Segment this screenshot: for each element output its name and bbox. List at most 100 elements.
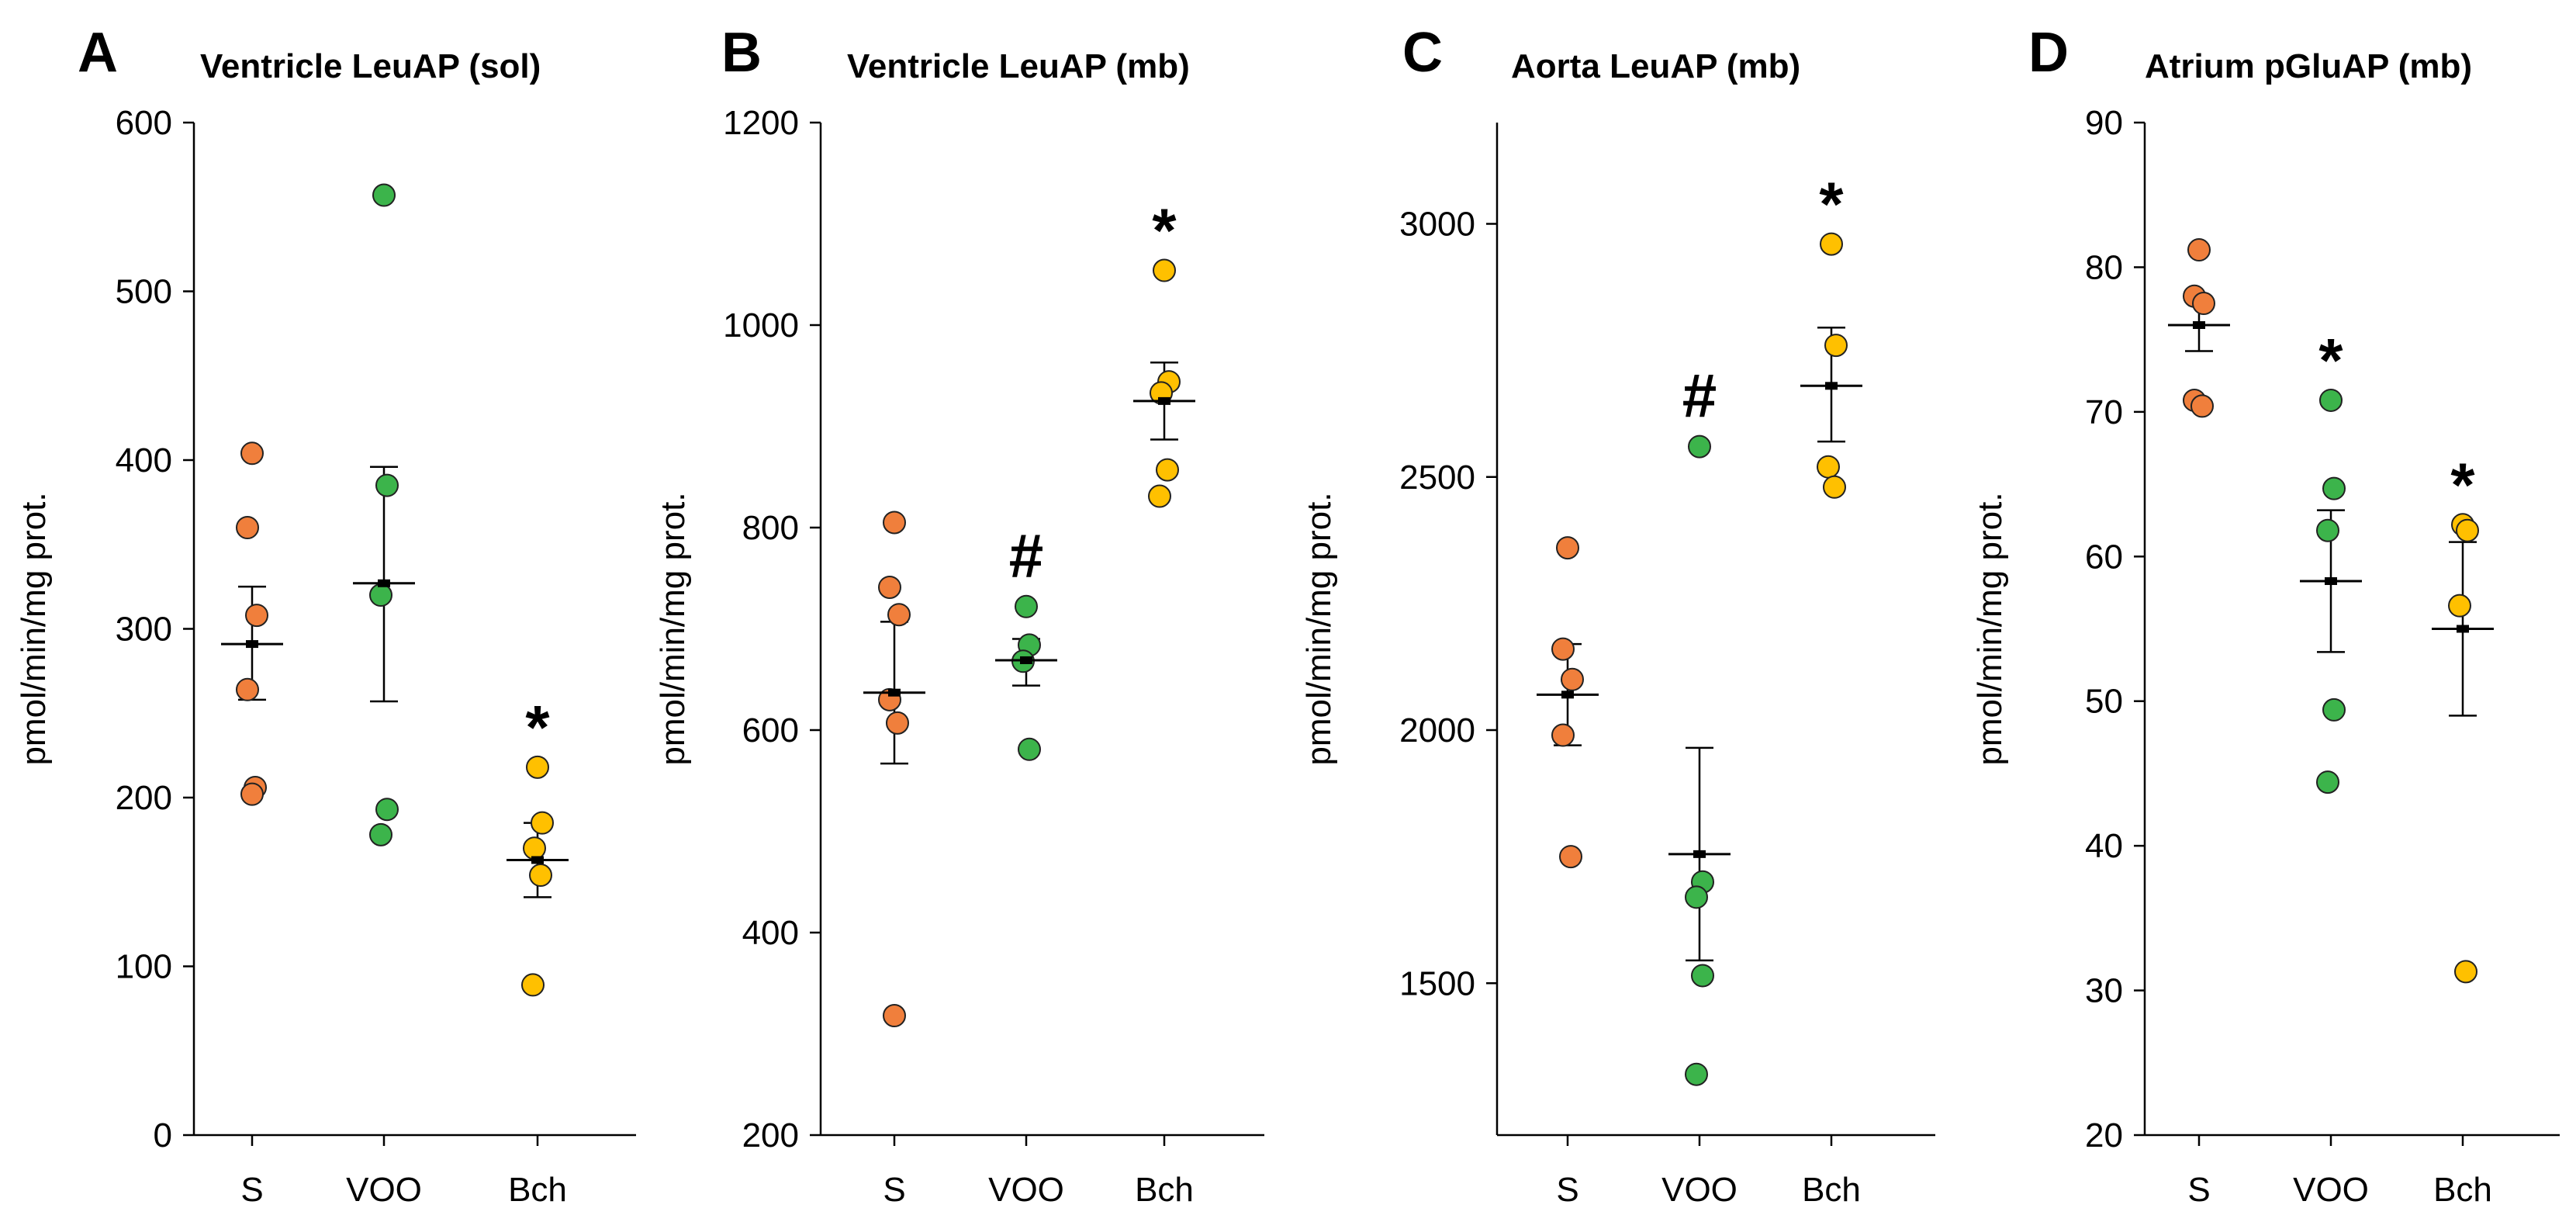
- mean-marker: [1020, 656, 1032, 664]
- data-point-bch: [521, 973, 545, 997]
- data-point-bch: [2456, 518, 2479, 542]
- panel-letter: D: [2028, 22, 2069, 84]
- y-tick-label: 2500: [1399, 459, 1475, 497]
- significance-mark: *: [1819, 170, 1844, 239]
- data-point-voo: [369, 822, 392, 846]
- y-axis-label: pmol/min/mg prot.: [15, 492, 53, 765]
- y-tick-label: 600: [116, 104, 172, 142]
- y-tick-label: 100: [116, 948, 172, 986]
- data-point-bch: [1817, 455, 1840, 479]
- y-tick-label: 800: [742, 509, 799, 547]
- data-point-s: [236, 677, 259, 701]
- data-point-voo: [2316, 770, 2339, 794]
- data-point-bch: [1823, 475, 1846, 499]
- y-tick-label: 400: [116, 441, 172, 479]
- panel-title: Ventricle LeuAP (sol): [200, 47, 541, 85]
- data-point-bch: [1148, 484, 1171, 508]
- data-point-bch: [1153, 258, 1176, 282]
- data-point-bch: [529, 864, 552, 888]
- y-axis-label: pmol/min/mg prot.: [654, 492, 692, 765]
- mean-marker: [888, 688, 901, 697]
- data-point-s: [883, 511, 906, 535]
- y-tick-label: 90: [2085, 104, 2123, 142]
- y-tick-label: 1000: [723, 306, 799, 344]
- data-point-voo: [1685, 885, 1708, 909]
- y-tick-label: 70: [2085, 393, 2123, 431]
- x-tick-label: S: [1556, 1171, 1578, 1209]
- y-tick-label: 400: [742, 914, 799, 952]
- panel-letter: B: [721, 22, 762, 84]
- mean-marker: [2457, 625, 2469, 633]
- data-point-voo: [1685, 1062, 1708, 1086]
- data-point-bch: [1820, 232, 1843, 256]
- data-point-s: [1559, 845, 1582, 869]
- y-tick-label: 1500: [1399, 964, 1475, 1002]
- x-tick-label: VOO: [2293, 1171, 2369, 1209]
- data-point-voo: [2322, 698, 2346, 722]
- data-point-voo: [1688, 434, 1711, 459]
- y-tick-label: 40: [2085, 827, 2123, 865]
- y-tick-label: 50: [2085, 683, 2123, 721]
- mean-marker: [1561, 691, 1574, 699]
- data-point-voo: [369, 583, 392, 607]
- x-tick-label: S: [240, 1171, 263, 1209]
- data-point-bch: [526, 755, 549, 779]
- data-point-s: [878, 575, 901, 599]
- data-point-voo: [375, 798, 399, 822]
- chart-panel-b: B Ventricle LeuAP (mb) 200 400 600 800 1000 120…: [654, 22, 1264, 1209]
- y-tick-label: 80: [2085, 248, 2123, 286]
- y-tick-label: 600: [742, 711, 799, 749]
- data-point-voo: [2322, 476, 2346, 500]
- data-point-voo: [1691, 964, 1714, 988]
- y-tick-label: 60: [2085, 538, 2123, 576]
- data-point-s: [887, 603, 911, 627]
- mean-marker: [1158, 396, 1170, 405]
- x-tick-label: S: [2187, 1171, 2210, 1209]
- y-tick-label: 30: [2085, 972, 2123, 1010]
- panel-title: Atrium pGluAP (mb): [2145, 47, 2472, 85]
- panel-letter: C: [1402, 22, 1443, 84]
- data-point-voo: [2316, 518, 2339, 542]
- y-tick-label: 20: [2085, 1116, 2123, 1154]
- y-tick-label: 2000: [1399, 711, 1475, 749]
- mean-marker: [531, 856, 544, 864]
- x-tick-label: VOO: [1661, 1171, 1738, 1209]
- x-tick-label: VOO: [346, 1171, 422, 1209]
- data-point-s: [245, 604, 268, 628]
- data-point-s: [236, 516, 259, 539]
- data-point-voo: [2319, 388, 2343, 412]
- data-point-s: [1551, 723, 1575, 747]
- significance-mark: *: [2450, 450, 2475, 519]
- data-point-s: [886, 711, 909, 735]
- panel-title: Ventricle LeuAP (mb): [847, 47, 1190, 85]
- y-tick-label: 0: [154, 1116, 172, 1154]
- y-tick-label: 3000: [1399, 206, 1475, 244]
- data-point-bch: [1824, 334, 1848, 358]
- data-point-voo: [375, 473, 399, 497]
- x-tick-label: VOO: [988, 1171, 1064, 1209]
- data-point-s: [2192, 292, 2215, 316]
- data-point-voo: [1015, 594, 1038, 618]
- data-point-s: [240, 441, 264, 466]
- chart-panel-c: C Aorta LeuAP (mb) 1500 2000 2500 3000 pmol/mi…: [1300, 22, 1935, 1209]
- significance-mark: *: [1152, 196, 1177, 265]
- data-point-bch: [1156, 458, 1179, 482]
- chart-panel-a: A Ventricle LeuAP (sol) 0 100 200 300 400 500 60…: [15, 22, 636, 1209]
- significance-mark: #: [1682, 362, 1717, 431]
- data-point-s: [1556, 536, 1579, 560]
- data-point-bch: [531, 811, 554, 835]
- significance-mark: *: [525, 693, 550, 762]
- y-tick-label: 200: [116, 779, 172, 817]
- panel-letter: A: [78, 22, 118, 84]
- y-tick-label: 200: [742, 1116, 799, 1154]
- panel-title: Aorta LeuAP (mb): [1511, 47, 1800, 85]
- y-axis-label: pmol/min/mg prot.: [1300, 492, 1338, 765]
- data-point-bch: [2454, 960, 2477, 984]
- data-point-voo: [372, 183, 396, 207]
- data-point-voo: [1018, 737, 1041, 761]
- chart-panel-d: D Atrium pGluAP (mb) 20 30 40 50 60 70 80 90 pmol/…: [1971, 22, 2560, 1209]
- data-point-s: [240, 782, 264, 806]
- mean-marker: [2325, 576, 2337, 585]
- data-point-s: [2190, 394, 2214, 418]
